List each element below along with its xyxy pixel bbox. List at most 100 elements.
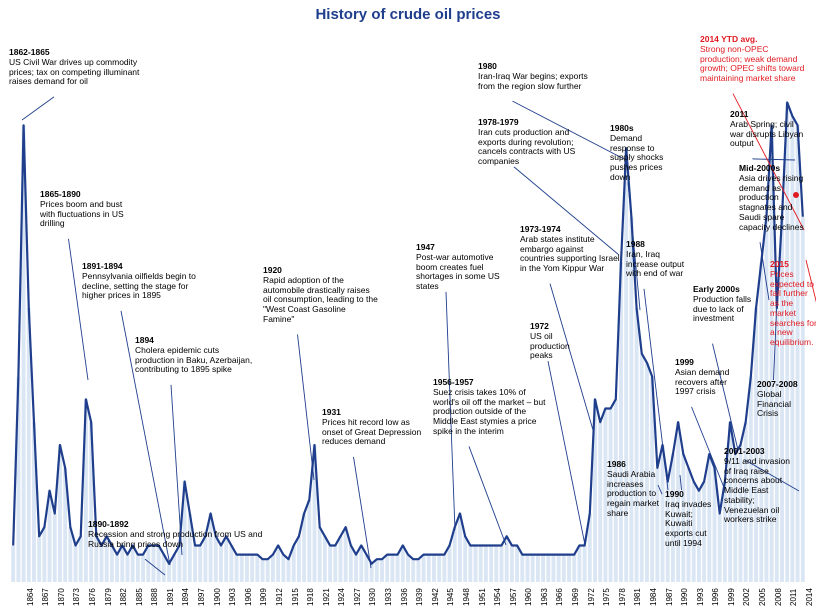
annotation-a1862: 1862-1865US Civil War drives up commodit… bbox=[9, 48, 159, 87]
x-axis-label: 1945 bbox=[446, 588, 452, 606]
x-axis-label: 1894 bbox=[181, 588, 187, 606]
annotation-text: Iran-Iraq War begins; exports from the r… bbox=[478, 71, 588, 91]
annotation-text: Production falls due to lack of investme… bbox=[693, 294, 751, 324]
x-axis-label: 1903 bbox=[228, 588, 234, 606]
x-axis-label: 1978 bbox=[618, 588, 624, 606]
x-axis-label: 2005 bbox=[758, 588, 764, 606]
annotation-a1980: 1980Iran-Iraq War begins; exports from t… bbox=[478, 62, 593, 91]
x-axis-label: 1969 bbox=[571, 588, 577, 606]
x-axis-label: 1963 bbox=[540, 588, 546, 606]
annotation-a1986: 1986Saudi Arabia increases production to… bbox=[607, 460, 662, 519]
annotation-text: US oil production peaks bbox=[530, 331, 570, 361]
x-axis-label: 1999 bbox=[727, 588, 733, 606]
x-axis-label: 1870 bbox=[57, 588, 63, 606]
annotation-text: Strong non-OPEC production; weak demand … bbox=[700, 44, 804, 83]
annotation-a2014: 2014 YTD avg.Strong non-OPEC production;… bbox=[700, 35, 810, 84]
annotation-text: Global Financial Crisis bbox=[757, 389, 791, 419]
annotation-a1894: 1894Cholera epidemic cuts production in … bbox=[135, 336, 255, 375]
x-axis-label: 1906 bbox=[244, 588, 250, 606]
annotation-text: US Civil War drives up commodity prices;… bbox=[9, 57, 139, 87]
x-axis-label: 1924 bbox=[337, 588, 343, 606]
annotation-text: Iran, Iraq increase output with end of w… bbox=[626, 249, 684, 279]
x-axis-label: 1975 bbox=[602, 588, 608, 606]
x-axis-label: 1915 bbox=[291, 588, 297, 606]
annotation-text: Demand response to supply shocks pushes … bbox=[610, 133, 663, 182]
x-axis-label: 1966 bbox=[555, 588, 561, 606]
x-axis-label: 1873 bbox=[72, 588, 78, 606]
annotation-text: Rapid adoption of the automobile drastic… bbox=[263, 275, 378, 324]
annotation-text: Post-war automotive boom creates fuel sh… bbox=[416, 252, 500, 291]
annotation-text: Prices boom and bust with fluctuations i… bbox=[40, 199, 124, 229]
annotation-a2007: 2007-2008Global Financial Crisis bbox=[757, 380, 812, 419]
annotation-a2000s: Early 2000sProduction falls due to lack … bbox=[693, 285, 758, 324]
annotation-text: Prices hit record low as onset of Great … bbox=[322, 417, 421, 447]
annotation-text: Iran cuts production and exports during … bbox=[478, 127, 575, 166]
annotation-amid2000: Mid-2000sAsia drives rising demand as pr… bbox=[739, 164, 809, 232]
annotation-a1931: 1931Prices hit record low as onset of Gr… bbox=[322, 408, 427, 447]
oil-price-chart: 1864186718701873187618791882188518881891… bbox=[0, 0, 816, 612]
x-axis-label: 1942 bbox=[431, 588, 437, 606]
annotation-a1990: 1990Iraq invades Kuwait; Kuwaiti exports… bbox=[665, 490, 720, 549]
x-axis-label: 1885 bbox=[135, 588, 141, 606]
annotation-a1972: 1972US oil production peaks bbox=[530, 322, 590, 361]
x-axis-label: 2002 bbox=[742, 588, 748, 606]
annotation-text: Asia drives rising demand as production … bbox=[739, 173, 804, 232]
x-axis-label: 1981 bbox=[633, 588, 639, 606]
annotation-a1980s: 1980sDemand response to supply shocks pu… bbox=[610, 124, 670, 183]
x-axis-label: 1990 bbox=[680, 588, 686, 606]
annotation-text: Iraq invades Kuwait; Kuwaiti exports cut… bbox=[665, 499, 711, 548]
x-axis-label: 1987 bbox=[665, 588, 671, 606]
x-axis-label: 1972 bbox=[587, 588, 593, 606]
x-axis-label: 1927 bbox=[353, 588, 359, 606]
annotation-a2011: 2011Arab Spring; civil war disrupts Liby… bbox=[730, 110, 805, 149]
x-axis-label: 1891 bbox=[166, 588, 172, 606]
annotation-text: Arab states institute embargo against co… bbox=[520, 234, 620, 273]
annotation-a1978: 1978-1979Iran cuts production and export… bbox=[478, 118, 598, 167]
x-axis-label: 1948 bbox=[462, 588, 468, 606]
x-axis-label: 1867 bbox=[41, 588, 47, 606]
x-axis-label: 1957 bbox=[509, 588, 515, 606]
annotation-a2001: 2001-20039/11 and invasion of Iraq raise… bbox=[724, 447, 799, 525]
annotation-a1988: 1988Iran, Iraq increase output with end … bbox=[626, 240, 686, 279]
x-axis-label: 1960 bbox=[524, 588, 530, 606]
x-axis-label: 1933 bbox=[384, 588, 390, 606]
x-axis-label: 1864 bbox=[26, 588, 32, 606]
annotation-a1956: 1956-1957Suez crisis takes 10% of world'… bbox=[433, 378, 553, 437]
annotation-a1973: 1973-1974Arab states institute embargo a… bbox=[520, 225, 620, 274]
x-axis-label: 1900 bbox=[213, 588, 219, 606]
annotation-a1999: 1999Asian demand recovers after 1997 cri… bbox=[675, 358, 730, 397]
x-axis-label: 2008 bbox=[774, 588, 780, 606]
annotation-a1920: 1920Rapid adoption of the automobile dra… bbox=[263, 266, 378, 325]
annotation-text: Arab Spring; civil war disrupts Libyan o… bbox=[730, 119, 803, 149]
x-axis-label: 1930 bbox=[368, 588, 374, 606]
annotation-a1947: 1947Post-war automotive boom creates fue… bbox=[416, 243, 516, 292]
x-axis-label: 1939 bbox=[415, 588, 421, 606]
annotation-a1890: 1890-1892Recession and strong production… bbox=[88, 520, 278, 549]
annotation-a2015: 2015Prices expected to fall further as t… bbox=[770, 260, 816, 348]
x-axis-label: 2014 bbox=[805, 588, 811, 606]
x-axis-label: 1909 bbox=[259, 588, 265, 606]
annotation-text: 9/11 and invasion of Iraq raise concerns… bbox=[724, 456, 790, 525]
annotation-text: Recession and strong production from US … bbox=[88, 529, 262, 549]
x-axis-label: 1951 bbox=[478, 588, 484, 606]
annotation-text: Prices expected to fall further as the m… bbox=[770, 269, 816, 347]
x-axis-label: 1912 bbox=[275, 588, 281, 606]
x-axis-label: 1936 bbox=[400, 588, 406, 606]
x-axis-label: 1954 bbox=[493, 588, 499, 606]
annotation-text: Pennsylvania oilfields begin to decline,… bbox=[82, 271, 196, 301]
x-axis-label: 1921 bbox=[322, 588, 328, 606]
x-axis-label: 1996 bbox=[711, 588, 717, 606]
annotation-a1865: 1865-1890Prices boom and bust with fluct… bbox=[40, 190, 135, 229]
annotation-text: Suez crisis takes 10% of world's oil off… bbox=[433, 387, 546, 436]
x-axis-label: 1897 bbox=[197, 588, 203, 606]
annotation-text: Saudi Arabia increases production to reg… bbox=[607, 469, 659, 518]
x-axis-label: 2011 bbox=[789, 589, 795, 606]
x-axis-label: 1876 bbox=[88, 588, 94, 606]
x-axis-label: 1879 bbox=[104, 588, 110, 606]
x-axis-label: 1882 bbox=[119, 588, 125, 606]
annotation-text: Asian demand recovers after 1997 crisis bbox=[675, 367, 729, 397]
x-axis-label: 1984 bbox=[649, 588, 655, 606]
x-axis-label: 1918 bbox=[306, 588, 312, 606]
x-axis-label: 1993 bbox=[696, 588, 702, 606]
annotation-text: Cholera epidemic cuts production in Baku… bbox=[135, 345, 252, 375]
